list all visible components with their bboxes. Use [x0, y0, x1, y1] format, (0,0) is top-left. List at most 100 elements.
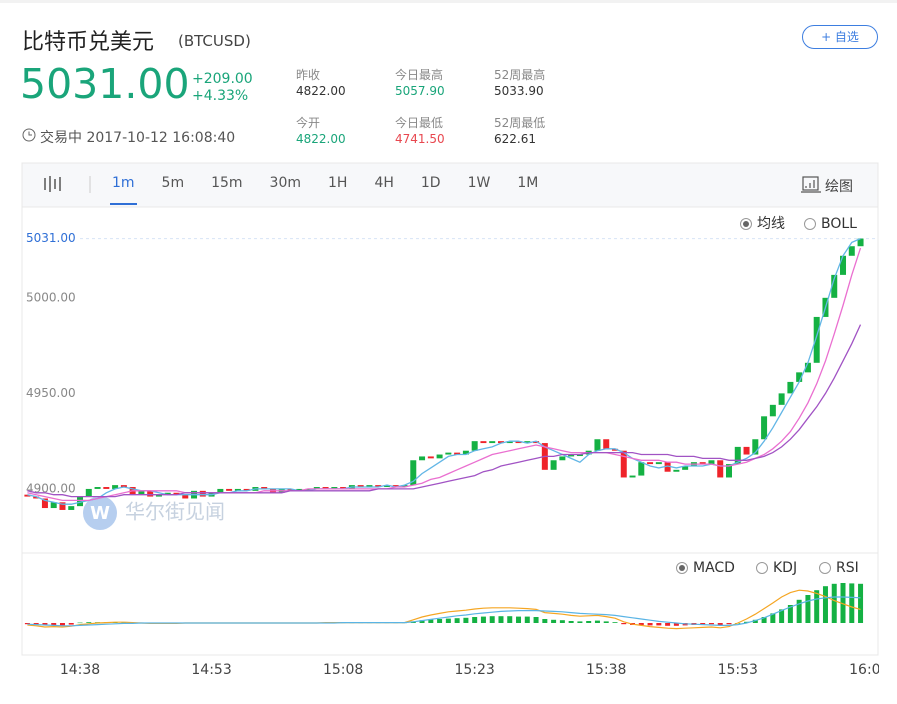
candle-body: [726, 464, 732, 478]
price-marker-label: 5031.00: [26, 231, 76, 245]
candle-body: [41, 498, 48, 509]
macd-bar: [489, 616, 495, 623]
interval-tab[interactable]: 1m: [110, 175, 137, 205]
macd-bar: [752, 619, 758, 623]
interval-tab[interactable]: 1H: [328, 175, 348, 191]
x-tick-label: 15:53: [718, 662, 758, 678]
candle-body: [59, 502, 66, 510]
indicator-label: KDJ: [773, 560, 797, 576]
candle-body: [489, 441, 496, 444]
macd-plot: [24, 583, 864, 630]
stat-label: 52周最高: [494, 68, 546, 82]
clock-icon: [22, 128, 36, 142]
draw-button[interactable]: 绘图: [825, 179, 853, 195]
watermark-logo: W: [83, 496, 117, 530]
indicator-option[interactable]: 均线: [740, 216, 786, 232]
macd-bar: [656, 623, 662, 626]
macd-bar: [480, 616, 486, 623]
chart-frame: [21, 206, 879, 656]
macd-bar: [708, 623, 714, 625]
tab-underline: [110, 203, 137, 205]
interval-tab[interactable]: 30m: [269, 175, 301, 191]
macd-bar: [533, 617, 539, 623]
x-tick-label: 15:23: [454, 662, 494, 678]
indicator-option[interactable]: KDJ: [756, 560, 798, 576]
candle-body: [410, 460, 417, 486]
macd-bar: [849, 583, 855, 623]
macd-bar: [726, 623, 732, 625]
x-tick-label: 16:08: [849, 662, 889, 678]
macd-bar: [77, 622, 83, 624]
indicator-option[interactable]: BOLL: [804, 216, 858, 232]
interval-tab[interactable]: 1M: [517, 175, 539, 191]
symbol: (BTCUSD): [178, 32, 251, 50]
candle-body: [24, 494, 31, 497]
candle-body: [234, 488, 241, 491]
candle-body: [594, 439, 601, 451]
interval-tab[interactable]: 1W: [467, 175, 491, 191]
interval-tabs: 1m 5m 15m 30m 1H 4H 1D 1W 1M: [110, 175, 539, 205]
macd-bar: [428, 619, 434, 623]
candle-body: [647, 462, 654, 465]
candle-body: [217, 488, 224, 493]
indicator-option[interactable]: RSI: [819, 560, 859, 576]
candle-body: [708, 460, 715, 465]
candle-body: [340, 487, 347, 489]
macd-bar: [516, 616, 522, 623]
candle-body: [313, 487, 320, 489]
macd-bar: [463, 617, 469, 623]
candle-body: [85, 488, 92, 497]
plot: [24, 238, 864, 510]
svg-text:W: W: [90, 503, 110, 524]
macd-bar: [568, 621, 574, 623]
candle-body: [120, 485, 127, 488]
candle-body: [734, 446, 741, 465]
macd-bar: [559, 620, 565, 623]
interval-tab[interactable]: 5m: [161, 175, 185, 191]
draw-icon[interactable]: [801, 176, 821, 193]
candle-body: [436, 454, 443, 459]
candle-body: [427, 456, 434, 459]
macd-bar: [700, 623, 706, 625]
candle-body: [33, 496, 40, 499]
y-tick-label: 4900.00: [26, 481, 76, 495]
watch-button[interactable]: + 自选: [802, 25, 878, 49]
candle-body: [50, 502, 57, 509]
price: 5031.00: [20, 60, 190, 108]
candle-body: [743, 446, 750, 455]
stat-label: 昨收: [296, 68, 321, 82]
candle-body: [296, 488, 303, 491]
candle-body: [147, 490, 154, 497]
interval-tab[interactable]: 1D: [420, 175, 441, 191]
radio-dot: [679, 565, 685, 571]
stat-value: 4822.00: [296, 132, 346, 146]
candle-body: [199, 490, 206, 497]
candle-body: [401, 485, 408, 488]
macd-bar: [577, 621, 583, 623]
macd-bar: [472, 617, 478, 623]
candle-body: [611, 448, 618, 451]
macd-bar: [42, 623, 48, 626]
candle-body: [664, 462, 671, 472]
macd-line: [27, 596, 861, 627]
y-tick-label: 5000.00: [26, 290, 76, 304]
candle-body: [568, 454, 575, 457]
macd-bar: [68, 623, 74, 625]
moving-average-line: [27, 324, 862, 498]
candle-body: [322, 487, 329, 489]
candle-body: [796, 372, 803, 382]
macd-bar: [86, 622, 92, 623]
watermark: 华尔街见闻: [125, 500, 225, 524]
candle-body: [471, 441, 478, 451]
stat-label: 今日最高: [395, 68, 444, 82]
interval-tab[interactable]: 15m: [211, 175, 243, 191]
candle-body: [655, 462, 662, 465]
indicator-option[interactable]: MACD: [676, 560, 735, 576]
stat-value: 4741.50: [395, 132, 445, 146]
title: 比特币兑美元: [22, 30, 155, 55]
candle-body: [445, 452, 452, 455]
candle-icon[interactable]: [44, 176, 61, 192]
interval-tab[interactable]: 4H: [374, 175, 394, 191]
candle-body: [375, 485, 382, 488]
